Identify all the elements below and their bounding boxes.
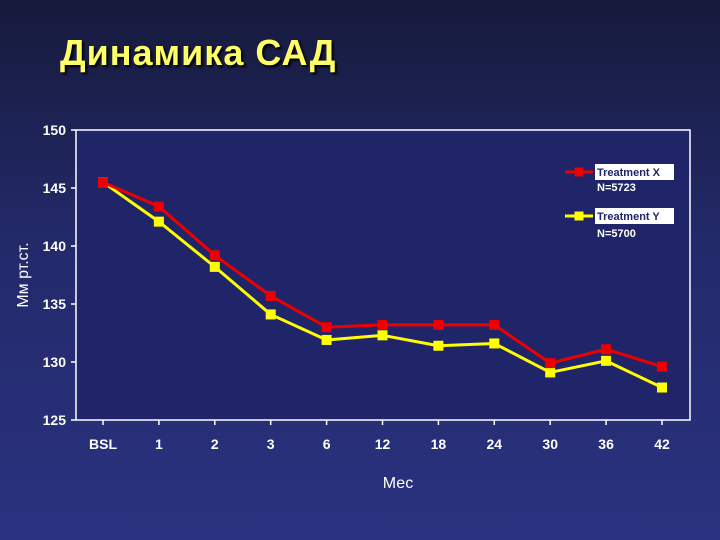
y-tick-label: 150	[43, 122, 67, 138]
series-treatment-x	[98, 177, 667, 372]
data-point-treatment-x	[265, 290, 276, 301]
data-point-treatment-x	[209, 250, 220, 261]
x-tick-label: 6	[323, 436, 331, 452]
data-point-treatment-x	[153, 201, 164, 212]
data-point-treatment-x	[657, 361, 667, 372]
legend: Treatment X N=5723 Treatment Y N=5700	[565, 164, 674, 240]
data-point-treatment-x	[377, 319, 388, 330]
data-point-treatment-x	[98, 177, 108, 188]
x-tick-label: 30	[542, 436, 558, 452]
data-point-treatment-x	[489, 319, 500, 330]
data-point-treatment-y	[265, 309, 276, 320]
y-tick-label: 145	[43, 180, 67, 196]
data-point-treatment-y	[377, 330, 388, 341]
x-tick-label: 18	[431, 436, 447, 452]
y-tick-label: 140	[43, 238, 67, 254]
data-point-treatment-x	[545, 358, 556, 369]
legend-sublabel-treatment-x: N=5723	[597, 182, 636, 194]
series-layer	[98, 177, 667, 393]
series-treatment-y	[98, 177, 667, 393]
legend-label-treatment-x: Treatment X	[597, 167, 661, 179]
x-axis-ticks: BSL 1 2 3 6 12 18 24 30 36 42	[89, 420, 670, 452]
x-tick-label: 36	[598, 436, 614, 452]
x-tick-label: 3	[267, 436, 275, 452]
legend-label-bg-treatment-x	[595, 164, 674, 180]
x-tick-label: 12	[375, 436, 391, 452]
data-point-treatment-y	[657, 382, 667, 393]
x-tick-label: 42	[654, 436, 670, 452]
y-axis-ticks: 125 130 135 140 145 150	[43, 122, 76, 428]
legend-marker-treatment-x	[574, 167, 584, 177]
data-point-treatment-x	[433, 319, 444, 330]
plot-area	[75, 129, 691, 421]
x-tick-label: BSL	[89, 436, 117, 452]
legend-label-bg-treatment-y	[595, 208, 674, 224]
y-tick-label: 125	[43, 412, 67, 428]
legend-marker-treatment-y	[574, 211, 584, 221]
legend-label-treatment-y: Treatment Y	[597, 211, 660, 223]
data-point-treatment-y	[601, 355, 612, 366]
data-point-treatment-y	[489, 338, 500, 349]
legend-entry-treatment-x: Treatment X N=5723	[565, 164, 674, 194]
y-axis-title: Мм рт.ст.	[15, 242, 32, 307]
data-point-treatment-y	[321, 334, 332, 345]
slide-title: Динамика САД	[60, 32, 337, 73]
data-point-treatment-y	[209, 261, 220, 272]
y-tick-label: 135	[43, 296, 67, 312]
data-point-treatment-y	[545, 367, 556, 378]
legend-entry-treatment-y: Treatment Y N=5700	[565, 208, 674, 240]
x-tick-label: 24	[487, 436, 503, 452]
data-point-treatment-x	[601, 344, 612, 355]
data-point-treatment-y	[153, 216, 164, 227]
x-tick-label: 2	[211, 436, 219, 452]
data-point-treatment-y	[433, 340, 444, 351]
x-tick-label: 1	[155, 436, 163, 452]
data-point-treatment-x	[321, 322, 332, 333]
y-tick-label: 130	[43, 354, 67, 370]
x-axis-title: Мес	[383, 475, 413, 492]
legend-sublabel-treatment-y: N=5700	[597, 228, 636, 240]
